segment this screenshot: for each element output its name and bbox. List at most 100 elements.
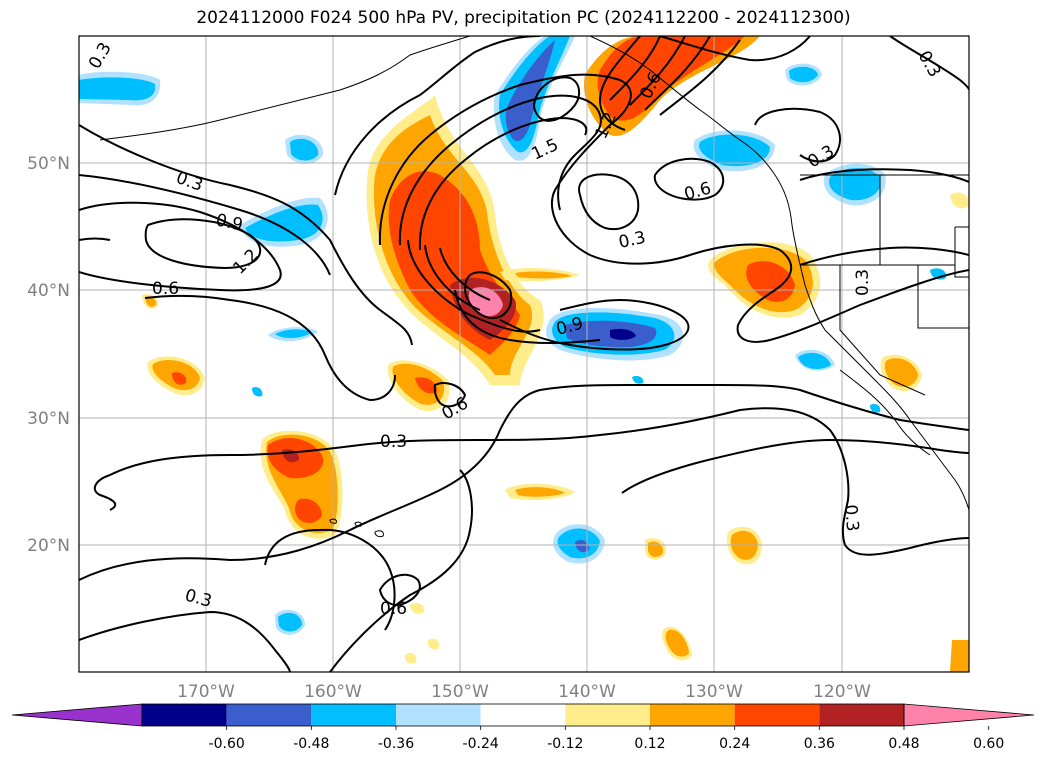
pv-contour <box>644 36 711 111</box>
precip-blob <box>410 602 425 614</box>
precip-blob <box>252 387 263 397</box>
precip-blob <box>699 134 770 167</box>
precip-blob <box>610 328 636 340</box>
pv-contour <box>689 243 969 343</box>
colorbar-swatch <box>142 704 227 726</box>
pv-contour <box>79 174 331 276</box>
pv-contour <box>334 36 541 196</box>
precip-blob <box>870 403 881 413</box>
x-tick-label: 150°W <box>431 682 489 702</box>
precip-blob <box>950 192 969 209</box>
precip-blob <box>515 271 572 279</box>
precip-blob <box>632 375 644 384</box>
x-axis-labels: 170°W 160°W 150°W 140°W 130°W 120°W <box>177 682 871 702</box>
pv-contour <box>609 36 661 101</box>
coastline <box>839 369 931 456</box>
y-tick-label: 50°N <box>27 154 70 174</box>
colorbar-swatch <box>565 704 650 726</box>
pv-contour <box>79 124 413 346</box>
colorbar-extend-low <box>11 703 143 727</box>
pv-contour <box>463 271 513 320</box>
precip-blob <box>884 358 918 387</box>
y-tick-label: 30°N <box>27 409 70 429</box>
colorbar: -0.60 -0.48 -0.36 -0.24 -0.12 0.12 0.24 0.36 0.4… <box>11 703 1035 752</box>
pv-contour <box>499 298 690 351</box>
island <box>374 530 384 538</box>
pv-contour <box>454 289 601 345</box>
pv-contour <box>79 383 969 581</box>
pv-contour <box>578 173 640 230</box>
colorbar-tick-label: -0.60 <box>209 736 245 752</box>
colorbar-swatch <box>650 704 735 726</box>
colorbar-tick-label: -0.48 <box>293 736 329 752</box>
pv-contour <box>378 73 691 265</box>
coastlines <box>99 36 969 538</box>
x-tick-label: 160°W <box>304 682 362 702</box>
y-tick-label: 20°N <box>27 536 70 556</box>
colorbar-swatch <box>734 704 820 726</box>
colorbar-tick-label: 0.48 <box>888 736 919 752</box>
precip-blob <box>295 498 322 524</box>
pv-contour <box>629 36 686 106</box>
colorbar-outline <box>141 703 905 727</box>
colorbar-swatch <box>819 704 904 726</box>
precip-blob <box>798 352 831 369</box>
coastline <box>589 36 969 511</box>
contour-label: 0.6 <box>380 599 407 619</box>
precip-blob <box>145 296 157 307</box>
precip-blob <box>789 66 818 83</box>
contour-label: 0.3 <box>840 504 862 533</box>
border <box>839 265 926 396</box>
border <box>917 265 969 329</box>
coastline <box>99 36 471 141</box>
pv-contours <box>79 36 969 672</box>
colorbar-tick-label: 0.24 <box>719 736 750 752</box>
pv-contour <box>754 107 841 163</box>
pv-contour <box>79 237 111 241</box>
pv-contour <box>533 76 581 122</box>
precip-blob <box>575 539 590 553</box>
precip-blob <box>515 487 565 497</box>
contour-label: 0.3 <box>380 432 407 452</box>
contour-label: 0.6 <box>152 279 179 299</box>
x-tick-label: 140°W <box>558 682 616 702</box>
pv-contour <box>433 382 467 408</box>
precip-blob <box>275 329 312 339</box>
precip-blob <box>746 261 795 302</box>
pv-contour <box>79 201 282 292</box>
pv-contour <box>378 573 421 607</box>
pv-contour <box>264 528 396 631</box>
pv-contour <box>418 116 588 251</box>
precip-blob <box>172 372 187 385</box>
colorbar-tick-label: -0.24 <box>463 736 499 752</box>
colorbar-swatch <box>226 704 312 726</box>
pv-contour <box>598 36 641 131</box>
pv-contour <box>144 294 396 402</box>
colorbar-swatch <box>396 704 481 726</box>
island <box>329 518 337 524</box>
pv-contour <box>398 94 602 246</box>
colorbar-tick-label: 0.36 <box>804 736 835 752</box>
precip-blob <box>415 377 438 394</box>
pv-contour <box>653 157 725 201</box>
precip-blob <box>278 612 302 632</box>
colorbar-swatch <box>480 704 566 726</box>
pv-contour <box>439 247 491 301</box>
pv-contour <box>889 36 969 91</box>
colorbar-tick-label: -0.12 <box>547 736 583 752</box>
precip-blob <box>665 629 689 657</box>
precip-blob <box>290 138 319 161</box>
colorbar-tick-label: 0.12 <box>634 736 665 752</box>
colorbar-swatch <box>311 704 396 726</box>
y-axis-labels: 50°N 40°N 30°N 20°N <box>27 154 70 556</box>
pv-contour <box>621 438 969 494</box>
pv-contour <box>93 474 117 511</box>
x-tick-label: 120°W <box>813 682 871 702</box>
pv-contour <box>79 610 291 672</box>
precip-blob <box>404 652 417 664</box>
chart-title: 2024112000 F024 500 hPa PV, precipitatio… <box>196 8 851 28</box>
colorbar-tick-label: 0.60 <box>973 736 1004 752</box>
precip-blob <box>79 77 156 101</box>
x-tick-label: 130°W <box>685 682 743 702</box>
